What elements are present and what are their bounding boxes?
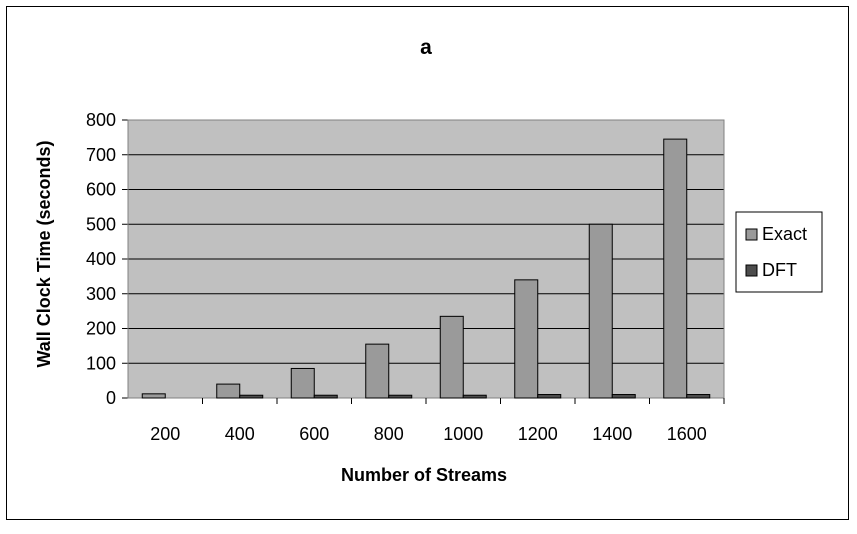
- y-tick-label: 500: [86, 214, 116, 234]
- y-tick-label: 600: [86, 180, 116, 200]
- legend-label: Exact: [762, 224, 807, 244]
- y-tick-label: 400: [86, 249, 116, 269]
- bar-exact-600: [290, 367, 315, 399]
- y-tick-label: 700: [86, 145, 116, 165]
- bar-dft-1600: [686, 394, 711, 399]
- x-tick-label: 400: [225, 424, 255, 444]
- bar-exact-200: [141, 393, 166, 399]
- bar-exact-1200: [514, 279, 539, 399]
- bar-dft-1400: [611, 394, 636, 399]
- bar-dft-600: [313, 394, 338, 399]
- x-tick-label: 1400: [592, 424, 632, 444]
- legend: Exact DFT: [735, 211, 823, 293]
- bar-dft-1000: [462, 394, 487, 399]
- chart-title: a: [420, 36, 432, 59]
- bar-exact-1400: [588, 223, 613, 399]
- x-tick-label: 1000: [443, 424, 483, 444]
- legend-box: [735, 211, 823, 293]
- legend-swatch: [745, 264, 758, 277]
- bar-dft-800: [388, 394, 413, 399]
- y-tick-label: 800: [86, 110, 116, 130]
- y-tick-label: 0: [106, 388, 116, 408]
- x-tick-label: 800: [374, 424, 404, 444]
- bar-dft-1200: [537, 394, 562, 399]
- legend-swatch: [745, 228, 758, 241]
- x-tick-label: 1200: [518, 424, 558, 444]
- y-axis-label: Wall Clock Time (seconds): [34, 140, 54, 367]
- y-tick-label: 100: [86, 353, 116, 373]
- plot-area: 0 100 200 300 400 500 600 700 800 200 400 600 800 100…: [86, 110, 725, 444]
- legend-label: DFT: [762, 260, 797, 280]
- x-axis-label: Number of Streams: [341, 465, 507, 485]
- bar-exact-800: [365, 343, 390, 399]
- x-tick-label: 1600: [667, 424, 707, 444]
- bar-dft-400: [239, 394, 264, 399]
- x-tick-label: 200: [150, 424, 180, 444]
- x-tick-label: 600: [299, 424, 329, 444]
- bar-exact-400: [216, 383, 241, 399]
- bar-exact-1600: [663, 138, 688, 399]
- y-tick-label: 300: [86, 284, 116, 304]
- bar-exact-1000: [439, 315, 464, 399]
- y-tick-label: 200: [86, 319, 116, 339]
